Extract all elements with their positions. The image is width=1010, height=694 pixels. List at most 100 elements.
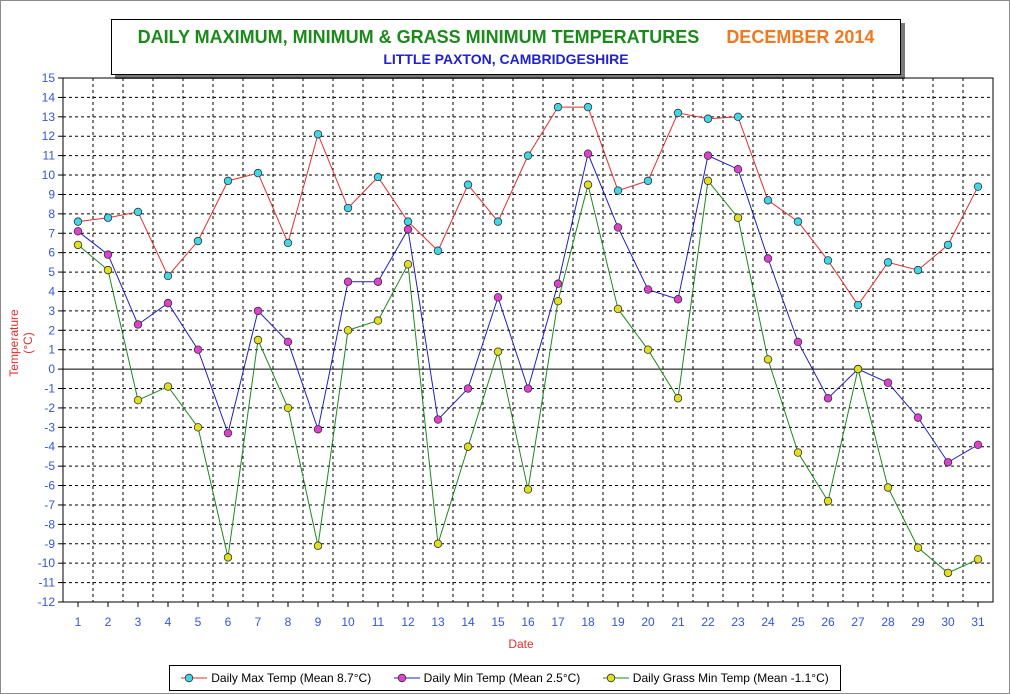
data-point bbox=[763, 196, 773, 205]
data-point bbox=[733, 112, 743, 122]
data-point bbox=[223, 428, 233, 438]
plot-frame bbox=[62, 77, 994, 603]
data-point bbox=[523, 151, 533, 160]
data-point bbox=[583, 149, 593, 158]
y-tick-label: -4 bbox=[44, 440, 55, 454]
data-point bbox=[643, 285, 653, 294]
data-point bbox=[133, 395, 143, 405]
data-point bbox=[613, 186, 623, 195]
y-tick-label: 3 bbox=[48, 304, 55, 318]
x-tick-label: 8 bbox=[285, 615, 292, 629]
data-point bbox=[943, 568, 953, 578]
y-tick-label: -1 bbox=[44, 382, 55, 396]
y-tick-label: -2 bbox=[44, 401, 55, 415]
x-tick-label: 13 bbox=[431, 615, 445, 629]
x-tick-labels: 1 2 3 4 5 6 7 8 9 10 11 12 13 14 15 16 17 18 19 20 21 22 23 24 2… bbox=[75, 615, 985, 629]
data-point bbox=[73, 240, 83, 250]
x-tick-label: 4 bbox=[165, 615, 172, 629]
x-tick-label: 6 bbox=[225, 615, 232, 629]
data-point bbox=[913, 413, 923, 422]
y-tick-label: 12 bbox=[42, 129, 56, 143]
data-point bbox=[583, 180, 593, 189]
legend-swatch-max bbox=[181, 673, 208, 683]
y-tick-label: 2 bbox=[48, 323, 55, 337]
data-point bbox=[193, 236, 203, 246]
data-point bbox=[493, 293, 503, 302]
data-point bbox=[253, 306, 263, 316]
axes bbox=[58, 77, 994, 607]
data-point bbox=[583, 102, 593, 112]
data-point bbox=[103, 265, 113, 275]
data-point bbox=[463, 442, 473, 451]
data-point bbox=[643, 176, 653, 186]
data-point bbox=[523, 384, 533, 393]
data-point bbox=[193, 423, 203, 432]
y-tick-label: 10 bbox=[42, 168, 56, 182]
y-tick-label: -8 bbox=[44, 517, 55, 531]
legend-swatch-grass-min bbox=[602, 673, 629, 683]
y-tick-label: -9 bbox=[44, 537, 55, 551]
x-tick-label: 5 bbox=[195, 615, 202, 629]
y-tick-label: -11 bbox=[39, 576, 56, 590]
title-box: DAILY MAXIMUM, MINIMUM & GRASS MINIMUM T… bbox=[111, 19, 901, 75]
data-point bbox=[793, 217, 803, 226]
x-tick-label: 2 bbox=[105, 615, 112, 629]
y-tick-label: 14 bbox=[42, 90, 56, 104]
grid-lines bbox=[63, 78, 993, 602]
x-tick-label: 26 bbox=[821, 615, 835, 629]
legend-label-max: Daily Max Temp (Mean 8.7°C) bbox=[211, 671, 372, 685]
x-tick-label: 9 bbox=[315, 615, 322, 629]
y-tick-label: 9 bbox=[48, 187, 55, 201]
data-point bbox=[403, 225, 413, 234]
y-tick-label: -3 bbox=[44, 420, 55, 434]
data-point bbox=[193, 345, 203, 354]
data-point bbox=[253, 335, 263, 345]
data-point bbox=[343, 326, 353, 335]
data-point bbox=[433, 539, 443, 548]
x-tick-label: 14 bbox=[461, 615, 475, 629]
data-point bbox=[883, 378, 893, 387]
data-point bbox=[673, 108, 683, 118]
x-tick-label: 17 bbox=[551, 615, 565, 629]
x-tick-label: 1 bbox=[75, 615, 82, 629]
data-point bbox=[853, 364, 863, 374]
legend-swatch-marker bbox=[606, 673, 615, 683]
data-point bbox=[613, 223, 623, 232]
data-point bbox=[343, 277, 353, 286]
chart-title-month: DECEMBER 2014 bbox=[726, 27, 875, 47]
data-point bbox=[553, 102, 563, 112]
data-point bbox=[103, 213, 113, 222]
data-point bbox=[283, 238, 293, 248]
data-point bbox=[163, 298, 173, 308]
data-point bbox=[553, 279, 563, 288]
data-point bbox=[703, 114, 713, 123]
legend-label-min: Daily Min Temp (Mean 2.5°C) bbox=[423, 671, 581, 685]
data-point bbox=[463, 384, 473, 393]
x-tick-label: 18 bbox=[581, 615, 595, 629]
chart-subtitle: LITTLE PAXTON, CAMBRIDGESHIRE bbox=[383, 51, 629, 67]
data-point bbox=[313, 130, 323, 139]
series-line bbox=[77, 179, 979, 574]
data-point bbox=[163, 382, 173, 391]
y-tick-label: -12 bbox=[38, 595, 56, 609]
data-point bbox=[403, 260, 413, 269]
y-tick-label: 1 bbox=[48, 343, 55, 357]
data-point bbox=[73, 227, 83, 236]
x-tick-label: 3 bbox=[135, 615, 142, 629]
data-point bbox=[373, 316, 383, 325]
data-point bbox=[973, 440, 983, 449]
y-tick-label: 7 bbox=[48, 226, 55, 240]
data-point bbox=[943, 458, 953, 467]
title-line: DAILY MAXIMUM, MINIMUM & GRASS MINIMUM T… bbox=[112, 27, 900, 48]
data-point bbox=[403, 217, 413, 226]
y-tick-label: 11 bbox=[43, 149, 56, 163]
series-2 bbox=[73, 176, 983, 578]
data-point bbox=[913, 543, 923, 552]
data-point bbox=[493, 217, 503, 226]
x-tick-label: 21 bbox=[671, 615, 685, 629]
data-point bbox=[823, 394, 833, 403]
data-point bbox=[673, 295, 683, 304]
data-point bbox=[373, 172, 383, 182]
data-point bbox=[973, 555, 983, 564]
x-tick-label: 22 bbox=[701, 615, 715, 629]
